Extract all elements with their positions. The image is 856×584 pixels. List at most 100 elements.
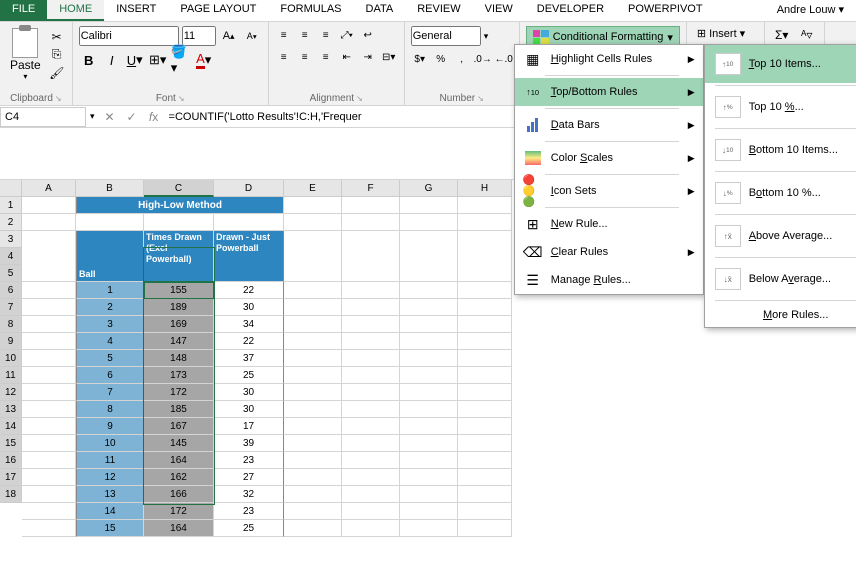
cell[interactable]	[458, 435, 512, 452]
tab-data[interactable]: DATA	[354, 0, 406, 21]
cell[interactable]: 37	[214, 350, 284, 367]
insert-cells-button[interactable]: ⊞ Insert ▾	[693, 26, 758, 41]
number-format-select[interactable]	[411, 26, 481, 46]
copy-button[interactable]: ⎘	[48, 47, 66, 63]
cell[interactable]: 185	[144, 401, 214, 418]
cell[interactable]	[400, 418, 458, 435]
cell[interactable]	[22, 384, 76, 401]
cell[interactable]: 4	[76, 333, 144, 350]
cell[interactable]: 15	[76, 520, 144, 537]
cell[interactable]	[22, 350, 76, 367]
cell[interactable]	[22, 333, 76, 350]
cell[interactable]	[342, 214, 400, 231]
row-header-11[interactable]: 11	[0, 367, 22, 384]
cell[interactable]: 14	[76, 503, 144, 520]
name-box[interactable]	[0, 107, 86, 127]
row-header-16[interactable]: 16	[0, 452, 22, 469]
cell[interactable]: 25	[214, 367, 284, 384]
row-header-6[interactable]: 6	[0, 282, 22, 299]
col-header-c[interactable]: C	[144, 180, 214, 197]
row-header-1[interactable]: 1	[0, 197, 22, 214]
font-size-select[interactable]	[182, 26, 216, 46]
cell[interactable]: 2	[76, 299, 144, 316]
cell[interactable]	[22, 282, 76, 299]
tb-more[interactable]: More Rules...	[705, 303, 856, 327]
cell[interactable]	[284, 486, 342, 503]
cell[interactable]	[400, 282, 458, 299]
cell[interactable]	[214, 214, 284, 231]
cell[interactable]: 12	[76, 469, 144, 486]
tab-powerpivot[interactable]: POWERPIVOT	[616, 0, 715, 21]
cell[interactable]: 32	[214, 486, 284, 503]
tab-pagelayout[interactable]: PAGE LAYOUT	[168, 0, 268, 21]
cell[interactable]	[400, 520, 458, 537]
cell[interactable]	[400, 469, 458, 486]
row-header-18[interactable]: 18	[0, 486, 22, 503]
cf-databars-item[interactable]: Data Bars▶	[515, 111, 703, 139]
decrease-decimal-button[interactable]: ←.0	[495, 50, 513, 68]
cell[interactable]	[144, 214, 214, 231]
row-header-14[interactable]: 14	[0, 418, 22, 435]
cell[interactable]	[284, 452, 342, 469]
indent-button[interactable]: ⇥	[359, 48, 377, 66]
cell[interactable]	[284, 282, 342, 299]
col-header-b[interactable]: B	[76, 180, 144, 197]
cell[interactable]: 3	[76, 316, 144, 333]
cell[interactable]	[400, 452, 458, 469]
align-top-button[interactable]: ≡	[275, 26, 293, 44]
cell[interactable]: 39	[214, 435, 284, 452]
cell[interactable]: 173	[144, 367, 214, 384]
paste-button[interactable]: Paste ▾	[6, 26, 45, 83]
cell[interactable]: High-Low Method	[76, 197, 284, 214]
cell[interactable]	[22, 452, 76, 469]
align-middle-button[interactable]: ≡	[296, 26, 314, 44]
name-box-dropdown[interactable]: ▾	[86, 111, 99, 122]
cell[interactable]	[284, 520, 342, 537]
cell[interactable]	[22, 214, 76, 231]
cell[interactable]	[400, 367, 458, 384]
cell[interactable]: 5	[76, 350, 144, 367]
format-painter-button[interactable]: 🖌	[48, 65, 66, 81]
cell[interactable]: 22	[214, 333, 284, 350]
tb-belowavg[interactable]: ↓x̄ Below Average...	[705, 260, 856, 298]
cell[interactable]: 167	[144, 418, 214, 435]
tb-aboveavg[interactable]: ↑x̄ Above Average...	[705, 217, 856, 255]
cell[interactable]	[22, 197, 76, 214]
cell[interactable]	[284, 214, 342, 231]
cell[interactable]	[22, 435, 76, 452]
underline-button[interactable]: U▾	[125, 50, 145, 70]
border-button[interactable]: ⊞▾	[148, 50, 168, 70]
cell[interactable]	[400, 299, 458, 316]
tb-top10items[interactable]: ↑10 Top 10 Items...	[705, 45, 856, 83]
increase-decimal-button[interactable]: .0→	[474, 50, 492, 68]
cell[interactable]	[284, 418, 342, 435]
cell[interactable]	[342, 316, 400, 333]
cell[interactable]	[400, 333, 458, 350]
autosum-button[interactable]: Σ▾	[771, 26, 793, 44]
tab-insert[interactable]: INSERT	[104, 0, 168, 21]
col-header-f[interactable]: F	[342, 180, 400, 197]
cell[interactable]	[342, 197, 400, 214]
cell[interactable]: 7	[76, 384, 144, 401]
cell[interactable]	[342, 503, 400, 520]
cell[interactable]	[342, 299, 400, 316]
wrap-button[interactable]: ↩	[359, 26, 377, 44]
cell[interactable]	[458, 384, 512, 401]
cell[interactable]: 189	[144, 299, 214, 316]
cf-topbottom-item[interactable]: ↑10 Top/Bottom Rules▶	[515, 78, 703, 106]
cell[interactable]	[342, 384, 400, 401]
cell[interactable]	[458, 350, 512, 367]
cell[interactable]: 166	[144, 486, 214, 503]
cell[interactable]: 169	[144, 316, 214, 333]
cell[interactable]: 145	[144, 435, 214, 452]
cell[interactable]: 164	[144, 452, 214, 469]
cell[interactable]: Times Drawn (Excl Powerball)	[144, 231, 214, 282]
outdent-button[interactable]: ⇤	[338, 48, 356, 66]
cell[interactable]	[342, 469, 400, 486]
cf-highlight-item[interactable]: ▦ Highlight Cells Rules▶	[515, 45, 703, 73]
tab-formulas[interactable]: FORMULAS	[268, 0, 353, 21]
row-header-2[interactable]: 2	[0, 214, 22, 231]
cell[interactable]	[284, 316, 342, 333]
cell[interactable]	[458, 299, 512, 316]
row-header-15[interactable]: 15	[0, 435, 22, 452]
